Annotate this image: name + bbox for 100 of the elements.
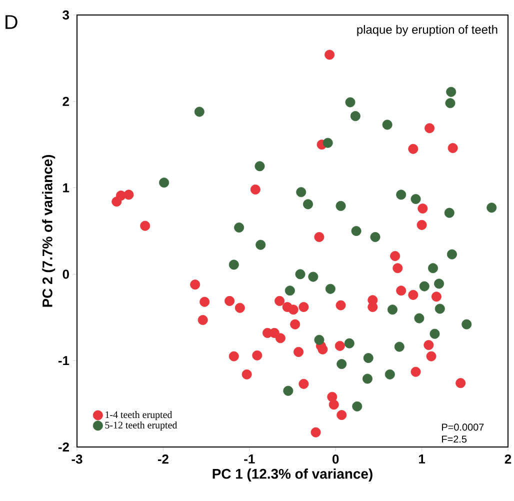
point (456, 378, 466, 388)
point (394, 342, 404, 352)
point (250, 184, 260, 195)
y-tick-label: 3 (62, 10, 70, 20)
point (159, 178, 170, 188)
point (242, 369, 252, 380)
y-tick-label: -1 (58, 356, 70, 366)
point (414, 313, 424, 324)
point (431, 292, 442, 302)
point (140, 220, 150, 231)
point (382, 120, 392, 130)
point (424, 340, 434, 350)
legend-label: 1-4 teeth erupted (106, 411, 172, 420)
point (308, 272, 318, 282)
point (396, 190, 406, 200)
y-tick-label: 1 (63, 183, 70, 192)
point (254, 161, 265, 172)
point (384, 369, 395, 380)
point (350, 111, 360, 122)
point (418, 204, 428, 214)
annotation: P=0.0007 (442, 424, 484, 431)
point (448, 143, 458, 154)
point (424, 123, 435, 134)
point (334, 340, 345, 351)
point (336, 300, 346, 310)
x-tick-label: -1 (244, 454, 255, 464)
point (336, 200, 346, 211)
y-tick-label: -2 (58, 442, 69, 452)
point (318, 344, 328, 354)
point (396, 286, 406, 296)
point (310, 427, 321, 438)
point (434, 304, 445, 314)
point (363, 353, 374, 364)
point (446, 86, 456, 97)
point (190, 280, 200, 290)
x-axis-title: PC 1 (12.3% of variance) (212, 468, 372, 482)
point (408, 144, 418, 154)
point (370, 232, 380, 242)
point (200, 296, 210, 307)
point (445, 98, 456, 108)
point (446, 249, 457, 260)
point (295, 269, 306, 280)
point (274, 296, 285, 306)
point (234, 222, 244, 233)
point (434, 278, 444, 289)
point (392, 263, 403, 274)
point (408, 290, 418, 300)
point (322, 138, 333, 148)
point (444, 208, 454, 218)
point (416, 220, 427, 230)
point (462, 319, 472, 330)
point (194, 106, 204, 117)
point (351, 226, 362, 236)
point (344, 338, 354, 348)
point (228, 260, 239, 270)
point (426, 351, 436, 362)
point (314, 334, 324, 345)
text: plaque by eruption of teeth (357, 25, 498, 36)
point (410, 366, 421, 377)
point (352, 401, 362, 412)
x-tick-label: 0 (332, 454, 339, 464)
legend-label: 5-12 teeth erupted (105, 421, 178, 430)
y-tick-label: 2 (62, 96, 69, 106)
point (324, 50, 335, 60)
point (298, 302, 309, 312)
point (224, 296, 235, 306)
point (428, 263, 438, 274)
point (234, 302, 245, 313)
point (362, 374, 372, 384)
point (314, 232, 324, 242)
x-tick-label: 2 (504, 454, 512, 464)
point (290, 319, 300, 330)
point (256, 240, 266, 250)
point (336, 410, 347, 420)
point (284, 286, 295, 296)
y-tick-label: 0 (62, 270, 69, 279)
point (252, 350, 262, 360)
point (336, 359, 347, 370)
point (288, 304, 298, 315)
point (387, 304, 398, 315)
point (283, 386, 294, 396)
point (198, 314, 208, 325)
point (419, 281, 430, 292)
x-tick-label: -3 (72, 454, 82, 464)
point (390, 251, 400, 262)
point (328, 400, 339, 410)
point (430, 328, 440, 339)
x-tick-label: -2 (158, 454, 168, 464)
text: D (6, 15, 18, 29)
point (298, 378, 309, 389)
point (410, 194, 421, 204)
point (368, 302, 378, 312)
annotation: F=2.5 (442, 436, 467, 443)
point (325, 284, 336, 294)
point (486, 202, 497, 213)
point (345, 97, 356, 108)
y-axis-title: PC 2 (7.7% of variance) (42, 154, 56, 307)
x-tick-label: 1 (419, 454, 426, 464)
point (294, 346, 304, 357)
point (228, 351, 239, 362)
